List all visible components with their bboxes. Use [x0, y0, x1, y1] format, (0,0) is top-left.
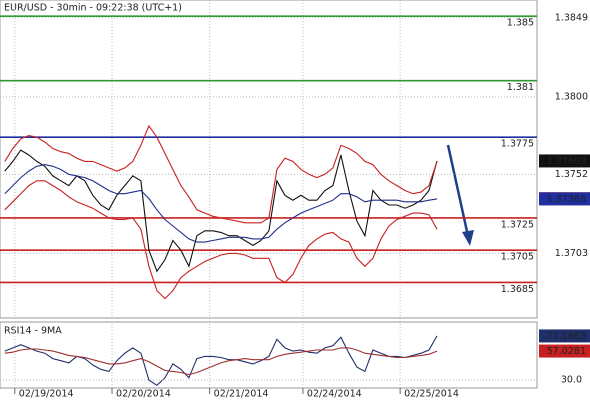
x-tick-label: 02/19/2014 — [19, 389, 74, 400]
x-tick-label: 02/24/2014 — [307, 389, 362, 400]
level-label: 1.381 — [507, 82, 534, 93]
series-line — [4, 180, 438, 300]
x-tick-label: 02/21/2014 — [214, 389, 269, 400]
chart-title: EUR/USD - 30min - 09:22:38 (UTC+1) — [4, 3, 182, 14]
rsi-tick-label: 30.0 — [561, 374, 582, 385]
series-line — [4, 347, 438, 376]
forecast-arrow — [446, 144, 470, 237]
x-tick-label: 02/25/2014 — [404, 389, 459, 400]
main-panel — [0, 0, 538, 319]
y-tick-label: 1.3703 — [555, 248, 588, 259]
level-label: 1.3685 — [501, 284, 534, 295]
price-badge — [539, 192, 590, 206]
rsi-label: RSI14 - 9MA — [4, 326, 62, 337]
arrow-head — [462, 230, 474, 246]
price-badge — [539, 344, 590, 358]
level-label: 1.3775 — [501, 139, 534, 150]
price-badge-label: 1.37368 — [547, 194, 586, 205]
y-tick-label: 1.3800 — [555, 91, 588, 102]
level-label: 1.385 — [507, 18, 534, 29]
price-badge-label: 57.0281 — [547, 346, 586, 357]
price-badge — [539, 329, 590, 343]
level-label: 1.3705 — [501, 252, 534, 263]
price-badge-label: 71.1663 — [547, 331, 586, 342]
price-badge-label: 1.37603 — [547, 156, 586, 167]
price-badge — [539, 154, 590, 168]
level-label: 1.3725 — [501, 219, 534, 230]
rsi-panel — [0, 321, 538, 389]
series-line — [4, 335, 438, 386]
series-line — [4, 124, 438, 224]
x-tick-label: 02/20/2014 — [116, 389, 171, 400]
y-tick-label: 1.3849 — [555, 12, 588, 23]
y-tick-label: 1.3752 — [555, 169, 588, 180]
series-line — [4, 164, 438, 243]
